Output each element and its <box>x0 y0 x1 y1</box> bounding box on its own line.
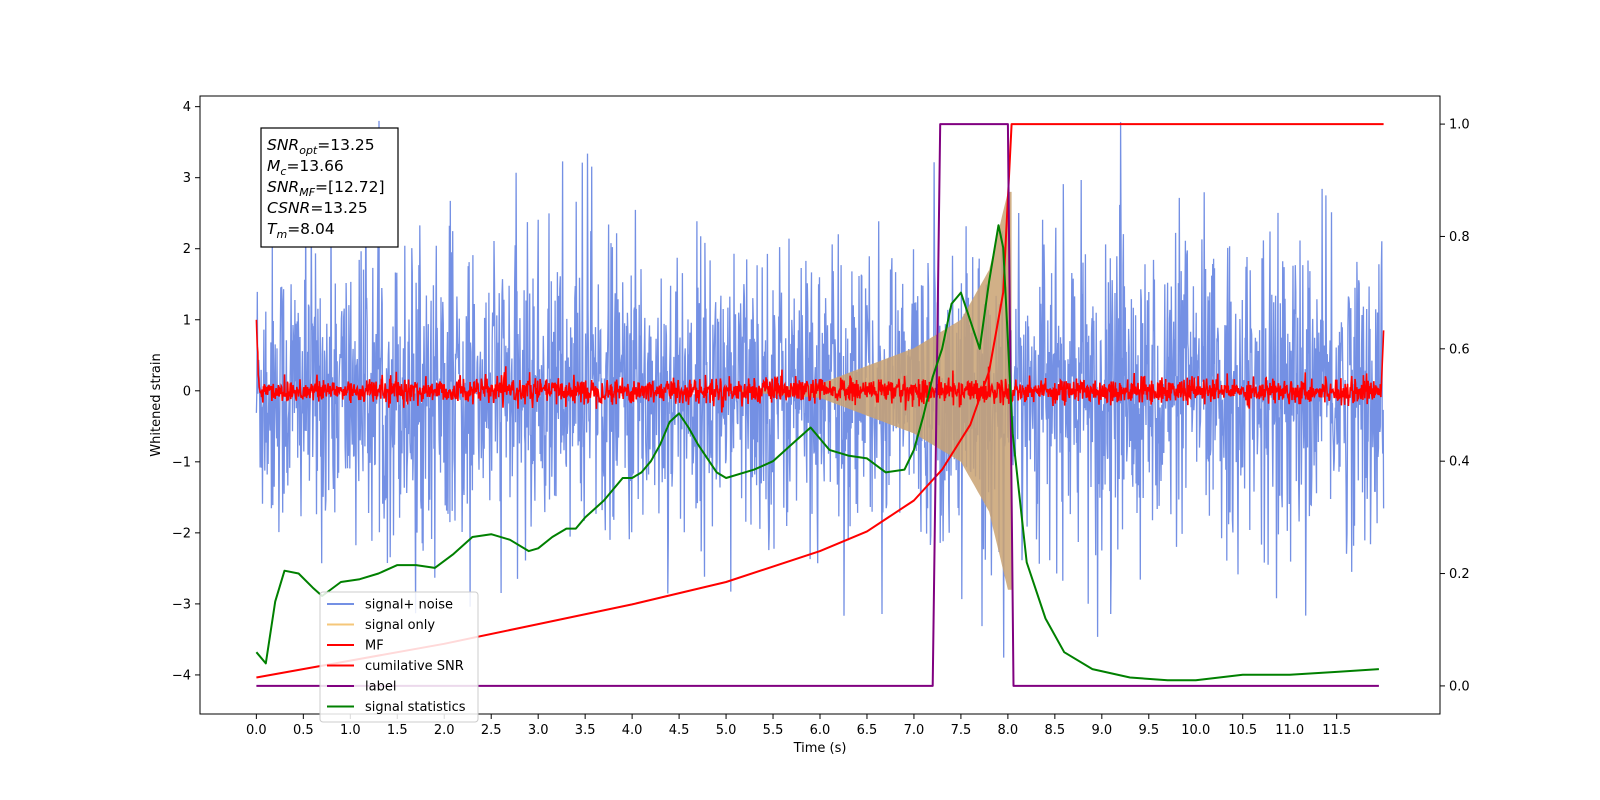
series-cumulative-snr-line <box>256 123 1384 679</box>
x-tick-label: 6.5 <box>857 723 878 738</box>
y-right-tick-label: 1.0 <box>1449 118 1470 133</box>
axes: 0.0 0.5 1.0 1.5 2.0 2.5 3.0 3.5 4.0 4.5 5.0 5.5 6.0 6… <box>172 100 1470 738</box>
y-left-tick-label: −4 <box>172 668 191 683</box>
x-tick-label: 11.5 <box>1322 723 1351 738</box>
x-tick-label: 2.0 <box>434 723 455 738</box>
info-box-line: Mc=13.66 <box>267 157 344 178</box>
y-right-tick-label: 0.4 <box>1449 455 1470 470</box>
x-tick-label: 1.5 <box>387 723 408 738</box>
legend: signal+ noise signal only MF cumilative SNR… <box>319 591 479 723</box>
y-left-tick-label: 3 <box>183 171 191 186</box>
x-tick-label: 3.0 <box>528 723 549 738</box>
y-right-tick-label: 0.2 <box>1449 567 1470 582</box>
x-tick-label: 8.5 <box>1045 723 1066 738</box>
y-right-tick-label: 0.6 <box>1449 342 1470 357</box>
x-tick-label: 7.5 <box>951 723 972 738</box>
info-box: SNRopt=13.25Mc=13.66SNRMF=[12.72]CSNR=13… <box>260 127 399 248</box>
info-box-line: SNRopt=13.25 <box>267 136 375 157</box>
y-left-tick-label: 4 <box>183 100 191 115</box>
y-axis-label: Whitened strain <box>149 353 164 456</box>
x-tick-label: 6.0 <box>810 723 831 738</box>
x-tick-label: 10.5 <box>1228 723 1257 738</box>
info-box-line: SNRMF=[12.72] <box>267 178 385 199</box>
x-tick-label: 2.5 <box>481 723 502 738</box>
x-tick-label: 0.5 <box>293 723 314 738</box>
x-tick-label: 8.0 <box>998 723 1019 738</box>
plot-area <box>255 120 1385 687</box>
series-signal-statistics-line <box>255 224 1379 682</box>
series-label-line <box>256 123 1379 687</box>
x-tick-label: 4.0 <box>622 723 643 738</box>
info-box-line: CSNR=13.25 <box>267 199 368 217</box>
x-tick-label: 0.0 <box>246 723 267 738</box>
legend-label: MF <box>365 639 384 654</box>
info-box-frame <box>260 127 399 248</box>
x-tick-label: 11.0 <box>1275 723 1304 738</box>
x-tick-label: 9.5 <box>1138 723 1159 738</box>
y-left-tick-label: 2 <box>183 242 191 257</box>
info-box-line: Tm=8.04 <box>267 220 335 241</box>
y-right-tick-label: 0.8 <box>1449 230 1470 245</box>
x-tick-label: 5.5 <box>763 723 784 738</box>
y-left-tick-label: 0 <box>183 384 191 399</box>
legend-label: signal+ noise <box>365 598 453 613</box>
legend-label: signal only <box>365 618 435 633</box>
x-tick-label: 10.0 <box>1181 723 1210 738</box>
x-tick-label: 7.0 <box>904 723 925 738</box>
x-tick-label: 9.0 <box>1091 723 1112 738</box>
y-left-tick-label: −2 <box>172 526 191 541</box>
x-tick-label: 1.0 <box>340 723 361 738</box>
y-left-tick-label: −3 <box>172 597 191 612</box>
x-tick-label: 4.5 <box>669 723 690 738</box>
legend-label: label <box>365 680 396 695</box>
legend-label: signal statistics <box>365 700 466 715</box>
y-right-tick-label: 0.0 <box>1449 679 1470 694</box>
y-left-tick-label: −1 <box>172 455 191 470</box>
x-axis-label: Time (s) <box>793 741 847 756</box>
legend-label: cumilative SNR <box>365 659 464 674</box>
series-mf-line <box>255 319 1385 413</box>
x-tick-label: 5.0 <box>716 723 737 738</box>
legend-frame <box>319 591 479 723</box>
x-tick-label: 3.5 <box>575 723 596 738</box>
y-left-tick-label: 1 <box>183 313 191 328</box>
